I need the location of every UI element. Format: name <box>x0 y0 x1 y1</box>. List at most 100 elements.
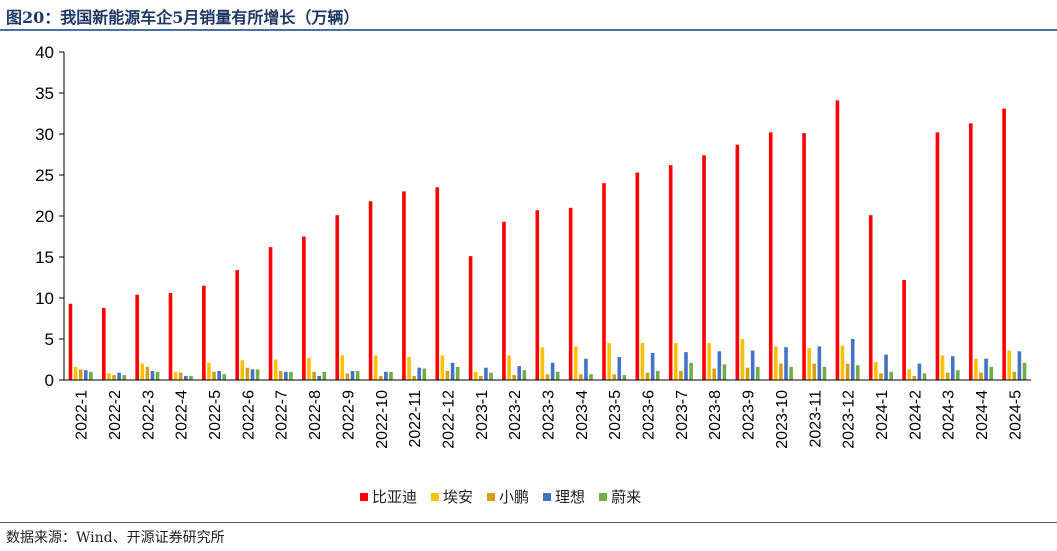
y-tick-label: 20 <box>35 207 54 226</box>
bar <box>284 371 288 380</box>
bar <box>322 371 327 380</box>
bar <box>789 366 793 380</box>
bar <box>640 343 645 380</box>
bar <box>822 366 827 380</box>
bar <box>378 375 383 380</box>
bar <box>607 343 611 380</box>
x-tick-label: 2023-11 <box>807 390 824 448</box>
bar <box>712 368 717 380</box>
bar <box>417 367 422 380</box>
bar <box>450 362 455 380</box>
bar <box>740 339 745 380</box>
bar <box>722 364 727 380</box>
bar <box>340 355 345 380</box>
bar <box>207 362 211 380</box>
bar <box>389 371 393 380</box>
bar <box>240 360 245 380</box>
bar <box>617 357 622 380</box>
footer-divider <box>0 522 1057 523</box>
bar <box>668 165 673 380</box>
legend-item-nio: 蔚来 <box>599 486 641 507</box>
bar <box>550 362 555 380</box>
bar <box>507 355 511 380</box>
x-tick-label: 2023-8 <box>707 390 724 440</box>
legend: 比亚迪 埃安 小鹏 理想 蔚来 <box>360 486 641 507</box>
x-tick-label: 2022-9 <box>340 390 357 440</box>
chart-title: 图20：我国新能源车企5月销量有所增长（万辆） <box>6 8 360 27</box>
bar <box>622 375 627 380</box>
x-tick-label: 2024-3 <box>941 390 958 440</box>
x-tick-label: 2022-10 <box>374 390 391 449</box>
bar <box>307 357 311 380</box>
bar <box>840 345 845 380</box>
bar <box>707 343 711 380</box>
bar <box>440 355 445 380</box>
bar <box>517 366 522 380</box>
x-tick-label: 2024-2 <box>907 390 924 440</box>
bar <box>989 366 993 380</box>
bar <box>768 132 773 380</box>
bar <box>889 371 893 380</box>
bar <box>168 293 173 380</box>
x-tick-label: 2023-7 <box>674 390 691 440</box>
title-divider <box>0 29 1057 31</box>
legend-swatch <box>599 492 608 501</box>
legend-label: 小鹏 <box>499 488 530 506</box>
x-tick-label: 2022-6 <box>240 390 257 440</box>
source-note: 数据来源：Wind、开源证券研究所 <box>6 530 225 546</box>
bar <box>407 357 411 380</box>
bar <box>717 351 722 380</box>
bar <box>83 370 88 380</box>
bar <box>312 371 316 380</box>
x-tick-label: 2022-2 <box>107 390 124 440</box>
bar <box>373 355 378 380</box>
bar <box>745 367 750 380</box>
bar <box>817 346 822 380</box>
x-tick-label: 2023-9 <box>741 390 758 440</box>
bar <box>673 343 678 380</box>
bar <box>212 371 216 380</box>
bar <box>974 358 978 380</box>
legend-swatch <box>431 492 440 501</box>
bar <box>512 375 516 380</box>
bar <box>1007 350 1012 380</box>
bar <box>755 366 760 380</box>
bar <box>984 358 988 380</box>
bar <box>250 369 255 380</box>
bar <box>335 215 340 380</box>
bar <box>779 363 783 380</box>
y-tick-label: 40 <box>35 43 54 62</box>
bar <box>784 347 788 380</box>
legend-label: 埃安 <box>443 488 474 506</box>
bar <box>155 371 160 380</box>
bar <box>73 366 78 380</box>
y-tick-label: 5 <box>45 330 54 349</box>
legend-swatch <box>487 492 496 501</box>
x-tick-label: 2023-6 <box>641 390 658 440</box>
bar <box>845 363 850 380</box>
bar <box>145 366 150 380</box>
x-tick-label: 2024-4 <box>974 390 991 440</box>
bar <box>856 365 860 380</box>
bar <box>884 354 888 380</box>
bar <box>735 144 740 380</box>
y-tick-label: 25 <box>35 166 54 185</box>
bar <box>602 183 606 380</box>
y-tick-label: 30 <box>35 125 54 144</box>
legend-label: 蔚来 <box>611 488 642 506</box>
bar <box>202 285 206 380</box>
x-tick-label: 2022-7 <box>274 390 291 440</box>
bar <box>368 201 373 380</box>
bar <box>835 100 840 380</box>
bar <box>1002 108 1006 380</box>
bar <box>702 155 706 380</box>
bar <box>345 373 350 380</box>
bar <box>107 373 111 380</box>
bar <box>907 369 911 380</box>
bar <box>245 367 250 380</box>
x-tick-label: 2023-1 <box>474 390 491 440</box>
bar <box>184 375 188 380</box>
bar <box>650 352 655 380</box>
bar <box>150 370 155 380</box>
